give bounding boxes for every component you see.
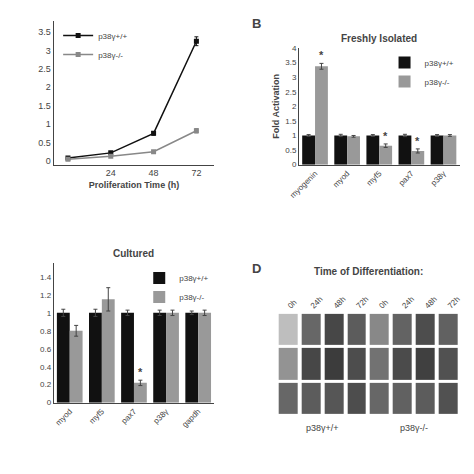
svg-text:0.4: 0.4: [40, 363, 52, 372]
svg-text:p38γ-/-: p38γ-/-: [425, 78, 450, 87]
svg-text:0.2: 0.2: [40, 380, 52, 389]
svg-text:4: 4: [292, 44, 297, 53]
svg-text:1.4: 1.4: [40, 273, 52, 282]
svg-text:Fold Activation: Fold Activation: [271, 74, 281, 139]
svg-text:Proliferation Time (h): Proliferation Time (h): [89, 180, 179, 190]
svg-text:2.5: 2.5: [285, 88, 297, 97]
svg-text:Cultured: Cultured: [113, 248, 154, 259]
svg-text:48h: 48h: [423, 295, 439, 311]
svg-text:Freshly Isolated: Freshly Isolated: [341, 33, 417, 44]
svg-text:myogenin: myogenin: [288, 169, 319, 200]
svg-text:1.2: 1.2: [40, 291, 52, 300]
svg-text:*: *: [383, 130, 388, 142]
svg-text:1: 1: [47, 309, 52, 318]
svg-text:p38γ+/+: p38γ+/+: [179, 274, 208, 283]
svg-text:gapdh: gapdh: [180, 407, 202, 429]
svg-text:48: 48: [149, 168, 159, 178]
svg-text:72h: 72h: [355, 295, 371, 311]
svg-text:*: *: [138, 366, 143, 378]
svg-text:1: 1: [46, 119, 51, 129]
svg-text:p38γ: p38γ: [429, 169, 448, 188]
svg-text:48h: 48h: [332, 295, 348, 311]
svg-text:p38γ-/-: p38γ-/-: [179, 293, 204, 302]
svg-text:1: 1: [292, 131, 297, 140]
svg-text:2: 2: [46, 82, 51, 92]
svg-text:0.6: 0.6: [40, 345, 52, 354]
svg-text:myf5: myf5: [365, 169, 384, 188]
svg-text:24h: 24h: [309, 295, 325, 311]
svg-text:pax7: pax7: [120, 407, 139, 426]
svg-text:0h: 0h: [286, 298, 299, 311]
svg-text:D: D: [252, 261, 261, 276]
svg-text:24: 24: [106, 168, 116, 178]
svg-text:0.8: 0.8: [40, 327, 52, 336]
svg-text:B: B: [252, 16, 261, 31]
svg-text:0: 0: [46, 156, 51, 166]
svg-text:3: 3: [46, 46, 51, 56]
svg-text:1.5: 1.5: [38, 101, 51, 111]
svg-text:0: 0: [47, 398, 52, 407]
svg-text:3: 3: [292, 73, 297, 82]
svg-text:pax7: pax7: [397, 169, 416, 188]
svg-text:3.5: 3.5: [38, 27, 51, 37]
svg-text:2.5: 2.5: [38, 64, 51, 74]
svg-text:0.5: 0.5: [38, 138, 51, 148]
svg-text:24h: 24h: [400, 295, 416, 311]
svg-text:p38γ+/+: p38γ+/+: [425, 59, 454, 68]
svg-text:p38γ+/+: p38γ+/+: [98, 32, 127, 41]
svg-text:p38γ+/+: p38γ+/+: [306, 423, 339, 433]
svg-text:0h: 0h: [377, 298, 390, 311]
svg-text:3.5: 3.5: [285, 58, 297, 67]
svg-text:*: *: [415, 135, 420, 147]
svg-text:myod: myod: [54, 407, 74, 427]
svg-text:p38γ-/-: p38γ-/-: [98, 51, 123, 60]
svg-text:myod: myod: [331, 169, 351, 189]
svg-text:72: 72: [191, 168, 201, 178]
svg-text:*: *: [319, 49, 324, 61]
svg-text:Time of Differentiation:: Time of Differentiation:: [314, 266, 423, 277]
svg-text:myf5: myf5: [87, 407, 106, 426]
svg-text:p38γ: p38γ: [152, 407, 171, 426]
svg-text:72h: 72h: [446, 295, 462, 311]
svg-text:1.5: 1.5: [285, 117, 297, 126]
svg-text:p38γ-/-: p38γ-/-: [400, 423, 428, 433]
svg-text:2: 2: [292, 102, 297, 111]
svg-text:0: 0: [292, 160, 297, 169]
svg-text:0.5: 0.5: [285, 146, 297, 155]
